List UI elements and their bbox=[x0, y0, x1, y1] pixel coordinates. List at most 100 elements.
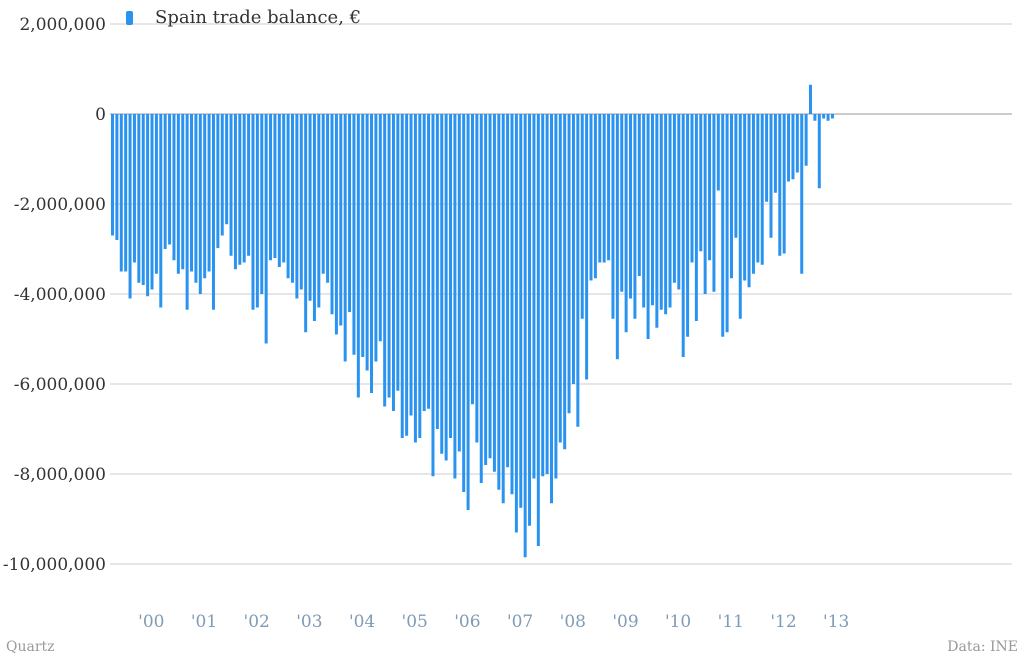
bar[interactable] bbox=[506, 114, 510, 468]
bar[interactable] bbox=[747, 114, 751, 288]
bar[interactable] bbox=[826, 114, 830, 121]
bar[interactable] bbox=[181, 114, 185, 270]
bar[interactable] bbox=[211, 114, 215, 310]
bar[interactable] bbox=[365, 114, 369, 371]
bar[interactable] bbox=[255, 114, 259, 308]
bar[interactable] bbox=[321, 114, 325, 274]
bar[interactable] bbox=[725, 114, 729, 333]
bar[interactable] bbox=[356, 114, 360, 398]
bar[interactable] bbox=[290, 114, 294, 283]
bar[interactable] bbox=[233, 114, 237, 270]
bar[interactable] bbox=[462, 114, 466, 492]
bar[interactable] bbox=[435, 114, 439, 429]
bar[interactable] bbox=[708, 114, 712, 261]
bar[interactable] bbox=[558, 114, 562, 443]
bar[interactable] bbox=[427, 114, 431, 409]
bar[interactable] bbox=[466, 114, 470, 510]
bar[interactable] bbox=[449, 114, 453, 438]
bar[interactable] bbox=[523, 114, 527, 558]
bar[interactable] bbox=[716, 114, 720, 191]
bar[interactable] bbox=[545, 114, 549, 474]
bar[interactable] bbox=[273, 114, 277, 258]
bar[interactable] bbox=[817, 114, 821, 189]
bar[interactable] bbox=[602, 114, 606, 263]
bar[interactable] bbox=[440, 114, 444, 454]
bar[interactable] bbox=[800, 114, 804, 274]
bar[interactable] bbox=[308, 114, 312, 301]
bar[interactable] bbox=[650, 114, 654, 306]
bar[interactable] bbox=[615, 114, 619, 360]
bar[interactable] bbox=[690, 114, 694, 263]
bar[interactable] bbox=[190, 114, 194, 272]
bar[interactable] bbox=[787, 114, 791, 182]
bar[interactable] bbox=[154, 114, 158, 274]
bar[interactable] bbox=[400, 114, 404, 438]
bar[interactable] bbox=[646, 114, 650, 339]
bar[interactable] bbox=[576, 114, 580, 427]
bar[interactable] bbox=[567, 114, 571, 414]
bar[interactable] bbox=[277, 114, 281, 267]
bar[interactable] bbox=[282, 114, 286, 263]
bar[interactable] bbox=[220, 114, 224, 236]
bar[interactable] bbox=[492, 114, 496, 472]
bar[interactable] bbox=[124, 114, 128, 272]
bar[interactable] bbox=[809, 84, 813, 114]
bar[interactable] bbox=[203, 114, 207, 279]
bar[interactable] bbox=[479, 114, 483, 483]
bar[interactable] bbox=[514, 114, 518, 533]
bar[interactable] bbox=[760, 114, 764, 265]
bar[interactable] bbox=[343, 114, 347, 362]
bar[interactable] bbox=[598, 114, 602, 263]
bar[interactable] bbox=[207, 114, 211, 272]
bar[interactable] bbox=[269, 114, 273, 261]
bar[interactable] bbox=[431, 114, 435, 477]
bar[interactable] bbox=[563, 114, 567, 450]
bar[interactable] bbox=[672, 114, 676, 283]
bar[interactable] bbox=[677, 114, 681, 290]
bar[interactable] bbox=[418, 114, 422, 438]
bar[interactable] bbox=[168, 114, 172, 245]
bar[interactable] bbox=[703, 114, 707, 294]
bar[interactable] bbox=[694, 114, 698, 321]
bar[interactable] bbox=[361, 114, 365, 357]
bar[interactable] bbox=[756, 114, 760, 263]
bar[interactable] bbox=[620, 114, 624, 292]
bar[interactable] bbox=[229, 114, 233, 256]
bar[interactable] bbox=[146, 114, 150, 297]
bar[interactable] bbox=[791, 114, 795, 180]
bar[interactable] bbox=[352, 114, 356, 355]
bar[interactable] bbox=[198, 114, 202, 294]
bar[interactable] bbox=[422, 114, 426, 411]
bar[interactable] bbox=[681, 114, 685, 357]
bar[interactable] bbox=[247, 114, 251, 256]
bar[interactable] bbox=[624, 114, 628, 333]
legend[interactable]: Spain trade balance, € bbox=[126, 7, 361, 28]
bar[interactable] bbox=[659, 114, 663, 310]
bar[interactable] bbox=[194, 114, 198, 283]
bar[interactable] bbox=[589, 114, 593, 281]
bar[interactable] bbox=[501, 114, 505, 504]
bar[interactable] bbox=[751, 114, 755, 274]
bar[interactable] bbox=[119, 114, 123, 272]
bar[interactable] bbox=[655, 114, 659, 328]
bar[interactable] bbox=[225, 114, 229, 225]
bar[interactable] bbox=[519, 114, 523, 508]
bar[interactable] bbox=[251, 114, 255, 310]
bar[interactable] bbox=[585, 114, 589, 380]
bar[interactable] bbox=[286, 114, 290, 279]
bar[interactable] bbox=[141, 114, 145, 285]
bar[interactable] bbox=[593, 114, 597, 279]
bar[interactable] bbox=[633, 114, 637, 319]
bar[interactable] bbox=[115, 114, 119, 240]
bar[interactable] bbox=[409, 114, 413, 416]
bar[interactable] bbox=[536, 114, 540, 546]
bar[interactable] bbox=[238, 114, 242, 265]
bar[interactable] bbox=[795, 114, 799, 173]
bar[interactable] bbox=[405, 114, 409, 436]
bar[interactable] bbox=[664, 114, 668, 315]
bar[interactable] bbox=[348, 114, 352, 312]
bar[interactable] bbox=[550, 114, 553, 504]
bar[interactable] bbox=[374, 114, 378, 362]
bar[interactable] bbox=[822, 114, 826, 119]
bar[interactable] bbox=[488, 114, 492, 459]
